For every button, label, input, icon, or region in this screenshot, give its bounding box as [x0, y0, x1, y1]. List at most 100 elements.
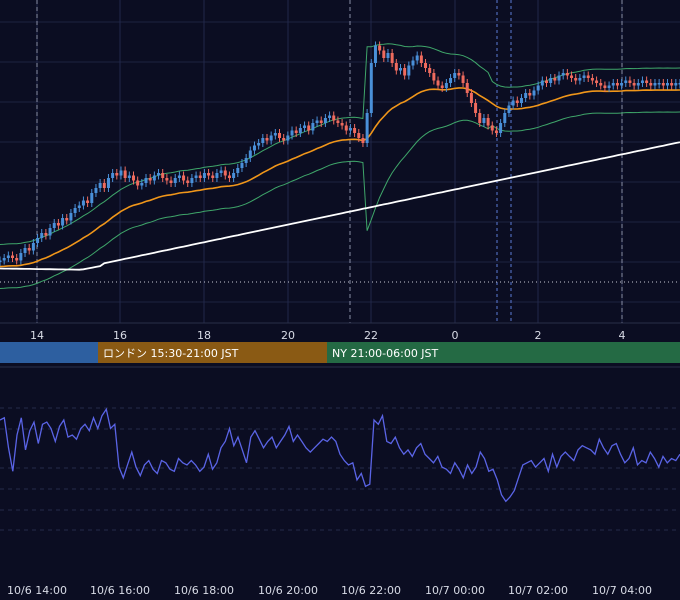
candle-body	[511, 100, 515, 106]
oscillator-x-tick-label: 10/6 22:00	[341, 584, 401, 597]
candle-body	[27, 248, 31, 251]
candle-body	[503, 113, 507, 123]
oscillator-x-tick-label: 10/7 00:00	[425, 584, 485, 597]
candle-body	[449, 78, 453, 83]
moving-averages	[0, 87, 680, 271]
candle-body	[457, 73, 461, 76]
candle-body	[607, 85, 611, 88]
candle-body	[332, 115, 336, 121]
oscillator-x-tick-label: 10/7 02:00	[508, 584, 568, 597]
candle-body	[90, 193, 94, 203]
candle-body	[294, 130, 298, 133]
candle-body	[557, 75, 561, 81]
candle-body	[578, 78, 582, 81]
candle-body	[56, 223, 60, 226]
candle-body	[11, 255, 15, 258]
candle-body	[31, 243, 35, 251]
candle-body	[398, 68, 402, 71]
candle-body	[407, 65, 411, 76]
price-x-tick-label: 0	[452, 329, 459, 342]
candle-body	[348, 128, 352, 131]
candle-body	[269, 135, 273, 141]
candle-body	[102, 183, 106, 188]
candle-body	[98, 183, 102, 188]
candle-body	[265, 138, 269, 141]
price-x-axis: 14 16 18 20 22 0 2 4	[30, 329, 626, 342]
price-x-tick-label: 18	[197, 329, 211, 342]
candle-body	[490, 125, 494, 131]
candle-body	[561, 73, 565, 76]
session-segment	[327, 342, 680, 363]
candle-body	[48, 228, 52, 236]
candle-body	[478, 113, 482, 123]
candle-body	[252, 145, 256, 151]
session-bar: ロンドン 15:30-21:00 JST NY 21:00-06:00 JST	[0, 342, 680, 363]
candle-body	[328, 115, 332, 118]
candle-body	[215, 173, 219, 178]
candle-body	[611, 83, 615, 86]
candle-body	[494, 130, 498, 133]
candle-body	[194, 175, 198, 178]
price-x-tick-label: 4	[619, 329, 626, 342]
candle-body	[202, 173, 206, 178]
candle-body	[323, 118, 327, 123]
candle-body	[403, 68, 407, 76]
candle-body	[469, 93, 473, 103]
candle-body	[169, 180, 173, 183]
candle-body	[173, 178, 177, 183]
candle-body	[361, 138, 365, 143]
candle-body	[311, 123, 315, 131]
candle-body	[419, 55, 423, 63]
candle-body	[486, 118, 490, 126]
candle-body	[670, 83, 674, 86]
candle-body	[278, 133, 282, 138]
candle-body	[411, 60, 415, 66]
price-x-tick-label: 2	[535, 329, 542, 342]
candle-body	[428, 68, 432, 73]
candle-body	[303, 125, 307, 128]
candle-body	[574, 78, 578, 81]
candle-body	[236, 168, 240, 173]
candle-body	[219, 170, 223, 173]
candle-body	[678, 83, 680, 85]
candle-body	[590, 78, 594, 81]
candle-body	[73, 208, 77, 213]
price-vertical-lines	[36, 0, 623, 323]
candle-body	[298, 128, 302, 133]
price-x-tick-label: 14	[30, 329, 44, 342]
candle-body	[632, 83, 636, 86]
candle-body	[61, 218, 65, 226]
candle-body	[94, 188, 98, 193]
candle-body	[603, 85, 607, 88]
candle-body	[382, 50, 386, 58]
price-x-tick-label: 20	[281, 329, 295, 342]
candle-body	[286, 135, 290, 141]
candle-body	[127, 175, 131, 178]
candle-body	[340, 123, 344, 126]
candle-body	[282, 138, 286, 141]
candle-body	[665, 83, 669, 86]
candle-body	[369, 63, 373, 113]
oscillator-x-tick-label: 10/6 18:00	[174, 584, 234, 597]
moving-average-short-line	[0, 87, 680, 268]
candle-body	[86, 200, 90, 203]
candle-body	[357, 133, 361, 138]
candle-body	[23, 248, 27, 253]
candle-body	[386, 53, 390, 58]
candle-body	[432, 73, 436, 81]
candle-body	[123, 170, 127, 178]
session-segment	[0, 342, 98, 363]
candle-body	[661, 83, 665, 86]
candle-body	[599, 83, 603, 86]
oscillator-x-axis: 10/6 14:00 10/6 16:00 10/6 18:00 10/6 20:00…	[7, 584, 652, 597]
candle-body	[528, 93, 532, 96]
candle-body	[344, 125, 348, 131]
candle-body	[519, 98, 523, 103]
candle-body	[2, 258, 6, 261]
candle-body	[353, 128, 357, 133]
oscillator-line	[0, 407, 680, 503]
candle-body	[549, 78, 553, 83]
candle-body	[319, 120, 323, 123]
